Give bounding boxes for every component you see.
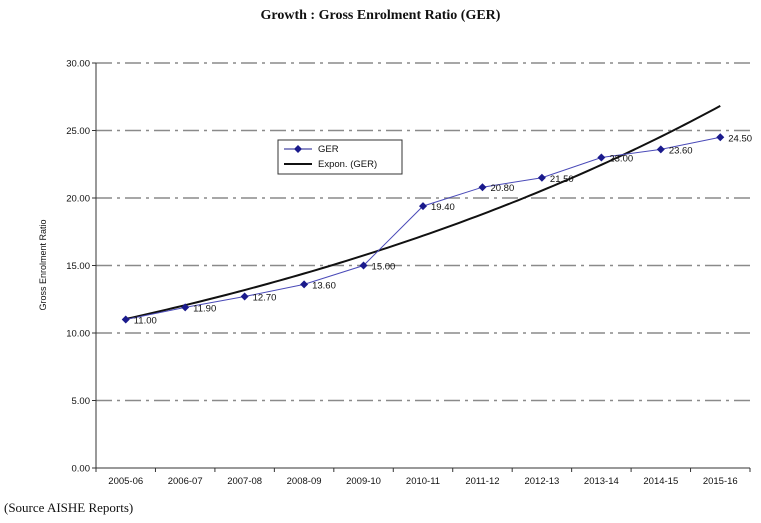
- x-tick-label-10: 2015-16: [703, 476, 738, 487]
- x-tick-label-8: 2013-14: [584, 476, 619, 487]
- x-tick-label-2: 2007-08: [227, 476, 262, 487]
- data-label-3: 13.60: [312, 280, 336, 291]
- legend: GER Expon. (GER): [277, 139, 403, 175]
- x-tick-labels: 2005-06 2006-07 2007-08 2008-09 2009-10 2010-…: [108, 476, 737, 487]
- ger-point-7: [537, 173, 546, 182]
- ger-point-4: [359, 261, 368, 270]
- y-axis-title: Gross Enrolment Ratio: [38, 219, 48, 310]
- data-label-5: 19.40: [431, 202, 455, 213]
- ger-line: [125, 136, 721, 320]
- x-tick-label-4: 2009-10: [346, 476, 381, 487]
- ger-point-10: [716, 133, 725, 142]
- y-tick-labels: 0.00 5.00 10.00 15.00 20.00 25.00 30.00: [66, 59, 90, 475]
- y-tick-label-3: 15.00: [66, 261, 90, 272]
- legend-ger-label: GER: [318, 144, 339, 155]
- x-tick-label-7: 2012-13: [524, 476, 559, 487]
- trendline: [125, 105, 721, 320]
- data-label-1: 11.90: [193, 303, 216, 314]
- x-tick-label-1: 2006-07: [168, 476, 203, 487]
- source-note: (Source AISHE Reports): [4, 500, 134, 515]
- y-tick-label-5: 25.00: [66, 126, 90, 137]
- legend-ger-marker: [294, 145, 302, 153]
- ger-series: [121, 133, 725, 324]
- data-label-7: 21.50: [550, 174, 574, 185]
- ger-point-5: [419, 202, 427, 211]
- ger-point-8: [597, 153, 606, 162]
- data-label-2: 12.70: [253, 293, 277, 304]
- y-tick-label-0: 0.00: [72, 464, 91, 475]
- axes: [92, 62, 751, 472]
- y-tick-label-4: 20.00: [66, 194, 90, 205]
- data-label-8: 23.00: [609, 154, 633, 165]
- y-tick-label-2: 10.00: [66, 329, 90, 340]
- y-tick-label-6: 30.00: [66, 59, 90, 70]
- x-tick-label-5: 2010-11: [406, 476, 440, 487]
- legend-trend-label: Expon. (GER): [318, 159, 377, 170]
- y-tick-label-1: 5.00: [72, 396, 91, 407]
- x-tick-label-9: 2014-15: [643, 476, 678, 487]
- data-labels: 11.00 11.90 12.70 13.60 15.00 19.40 20.80 21.50…: [134, 133, 752, 326]
- chart-title: Growth : Gross Enrolment Ratio (GER): [260, 8, 501, 23]
- ger-point-9: [656, 145, 665, 154]
- x-tick-label-0: 2005-06: [108, 476, 143, 487]
- data-label-9: 23.60: [669, 145, 693, 156]
- x-tick-label-6: 2011-12: [465, 476, 499, 487]
- x-tick-label-3: 2008-09: [287, 476, 322, 487]
- data-label-4: 15.00: [372, 262, 396, 273]
- ger-point-6: [478, 183, 487, 192]
- ger-point-3: [300, 280, 309, 289]
- trendline-path: [125, 105, 721, 320]
- ger-point-0: [121, 315, 130, 324]
- data-label-6: 20.80: [490, 183, 514, 194]
- data-label-0: 11.00: [134, 316, 157, 327]
- ger-point-1: [181, 303, 190, 312]
- ger-point-2: [240, 292, 249, 301]
- gridlines: [96, 62, 750, 402]
- data-label-10: 24.50: [728, 133, 752, 144]
